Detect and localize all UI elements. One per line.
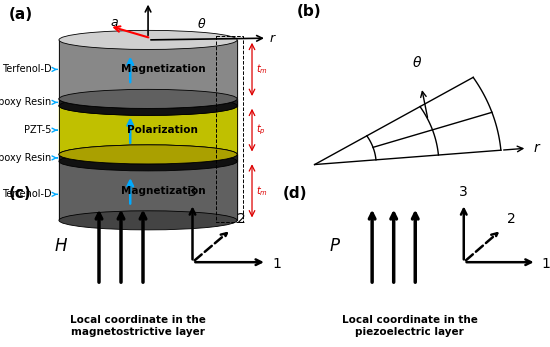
Text: $t_m$: $t_m$ xyxy=(256,184,268,198)
Ellipse shape xyxy=(59,152,237,171)
Text: (d): (d) xyxy=(283,186,307,201)
Ellipse shape xyxy=(59,211,237,230)
Polygon shape xyxy=(59,40,237,99)
Text: Magnetization: Magnetization xyxy=(120,65,205,74)
Text: $t_p$: $t_p$ xyxy=(256,123,266,137)
Text: Epoxy Resin: Epoxy Resin xyxy=(0,153,57,163)
Ellipse shape xyxy=(59,96,237,116)
Text: θ: θ xyxy=(413,56,421,70)
Text: Polarization: Polarization xyxy=(128,125,199,135)
Text: (c): (c) xyxy=(8,186,31,201)
Ellipse shape xyxy=(59,30,237,50)
Text: a: a xyxy=(111,17,118,29)
Text: $t_m$: $t_m$ xyxy=(256,62,268,76)
Text: r: r xyxy=(534,141,540,155)
Text: Local coordinate in the
piezoelectric layer: Local coordinate in the piezoelectric la… xyxy=(342,315,478,337)
Text: 1: 1 xyxy=(542,257,550,271)
Ellipse shape xyxy=(59,145,237,164)
Text: PZT-5: PZT-5 xyxy=(24,125,57,135)
Text: (a): (a) xyxy=(8,7,32,22)
Polygon shape xyxy=(59,161,237,220)
Text: 2: 2 xyxy=(507,212,516,226)
Text: θ: θ xyxy=(197,18,205,31)
Text: 3: 3 xyxy=(459,185,468,198)
Ellipse shape xyxy=(59,145,237,164)
Text: Epoxy Resin: Epoxy Resin xyxy=(0,98,57,107)
Polygon shape xyxy=(59,106,237,154)
Text: P: P xyxy=(329,237,339,255)
Text: 3: 3 xyxy=(188,185,197,198)
Ellipse shape xyxy=(59,90,237,108)
Text: Terfenol-D: Terfenol-D xyxy=(2,189,57,199)
Text: 2: 2 xyxy=(236,212,245,226)
Ellipse shape xyxy=(59,90,237,108)
Text: Terfenol-D: Terfenol-D xyxy=(2,65,57,74)
Text: Local coordinate in the
magnetostrictive layer: Local coordinate in the magnetostrictive… xyxy=(69,315,206,337)
Text: H: H xyxy=(54,237,67,255)
Text: r: r xyxy=(270,32,275,45)
Polygon shape xyxy=(59,154,237,161)
Polygon shape xyxy=(59,99,237,106)
Ellipse shape xyxy=(59,96,237,116)
Text: (b): (b) xyxy=(297,4,322,19)
Text: Magnetization: Magnetization xyxy=(120,186,205,196)
Text: 1: 1 xyxy=(272,257,281,271)
